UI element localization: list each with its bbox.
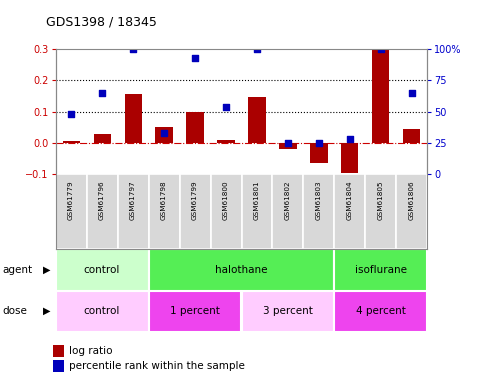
Bar (403, 129, 421, 143)
Bar (397, 174, 427, 249)
Text: GSM61800: GSM61800 (223, 180, 229, 220)
Text: GSM61806: GSM61806 (409, 180, 415, 220)
Point (284, 140, 292, 146)
Bar (334, 174, 366, 249)
Bar (62, 141, 80, 143)
Bar (56, 291, 149, 332)
Text: ▶: ▶ (43, 306, 51, 316)
Bar (272, 174, 303, 249)
Text: GSM61802: GSM61802 (285, 180, 291, 220)
Point (408, 90, 416, 96)
Text: GSM61798: GSM61798 (161, 180, 167, 220)
Point (160, 130, 168, 136)
Bar (334, 291, 427, 332)
Text: GSM61779: GSM61779 (68, 180, 74, 220)
Point (191, 54, 199, 60)
Point (315, 140, 323, 146)
Bar (372, 50, 389, 143)
Text: log ratio: log ratio (69, 346, 112, 355)
Text: dose: dose (2, 306, 28, 316)
Text: percentile rank within the sample: percentile rank within the sample (69, 361, 244, 370)
Bar (117, 174, 149, 249)
Point (346, 136, 354, 142)
Bar (242, 291, 334, 332)
Point (222, 104, 230, 110)
Text: control: control (84, 265, 120, 275)
Bar (156, 127, 172, 143)
Bar (149, 174, 180, 249)
Text: 3 percent: 3 percent (263, 306, 313, 316)
Bar (56, 249, 149, 291)
Bar (341, 143, 358, 173)
Bar (280, 143, 297, 149)
Bar (94, 134, 111, 143)
Text: ▶: ▶ (43, 265, 51, 275)
Bar (311, 143, 327, 164)
Text: GSM61803: GSM61803 (316, 180, 322, 220)
Bar (56, 174, 86, 249)
Bar (86, 174, 117, 249)
Bar (217, 140, 235, 143)
Text: 1 percent: 1 percent (170, 306, 220, 316)
Text: 4 percent: 4 percent (356, 306, 406, 316)
Point (129, 46, 137, 52)
Bar (242, 174, 272, 249)
Bar (334, 249, 427, 291)
Text: agent: agent (2, 265, 32, 275)
Text: halothane: halothane (215, 265, 268, 275)
Point (67, 111, 75, 117)
Bar (211, 174, 242, 249)
Bar (186, 112, 203, 143)
Text: GSM61797: GSM61797 (130, 180, 136, 220)
Text: GSM61796: GSM61796 (99, 180, 105, 220)
Bar (303, 174, 334, 249)
Bar (248, 98, 266, 143)
Point (253, 46, 261, 52)
Point (98, 90, 106, 96)
Bar (180, 174, 211, 249)
Bar (125, 94, 142, 143)
Text: GSM61804: GSM61804 (347, 180, 353, 220)
Text: GSM61799: GSM61799 (192, 180, 198, 220)
Text: GSM61801: GSM61801 (254, 180, 260, 220)
Text: GSM61805: GSM61805 (378, 180, 384, 220)
Bar (366, 174, 397, 249)
Text: control: control (84, 306, 120, 316)
Text: isoflurane: isoflurane (355, 265, 407, 275)
Bar (149, 291, 242, 332)
Bar (149, 249, 334, 291)
Text: GDS1398 / 18345: GDS1398 / 18345 (46, 15, 157, 28)
Point (377, 46, 385, 52)
